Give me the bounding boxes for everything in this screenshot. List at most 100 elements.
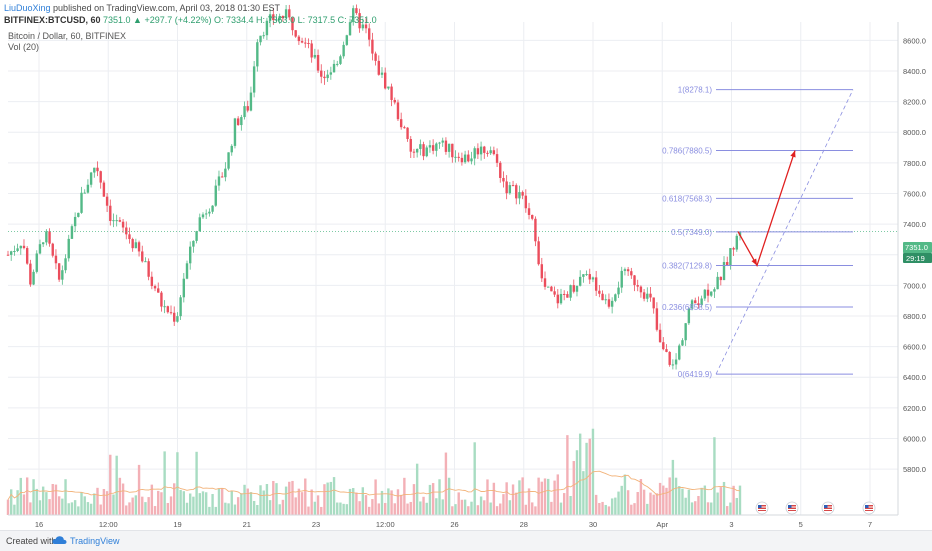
y-tick-label: 7600.0 (903, 189, 926, 198)
volume-bar (128, 502, 131, 515)
volume-bar (569, 496, 572, 515)
volume-bar (390, 490, 393, 515)
us-flag-event-icon[interactable] (862, 501, 876, 515)
last-price-marker: 7351.0 29:19 (903, 242, 932, 263)
volume-bar (614, 497, 617, 515)
volume-bar (623, 474, 627, 515)
candle-body (550, 286, 553, 292)
tradingview-link[interactable]: TradingView (70, 536, 120, 546)
volume-bar (735, 497, 739, 515)
candle-body (431, 145, 435, 151)
volume-bar (307, 506, 310, 515)
volume-bar (399, 494, 403, 515)
volume-bar (320, 506, 323, 515)
y-tick-label: 8400.0 (903, 67, 926, 76)
volume-bar (73, 500, 77, 515)
volume-bar (220, 488, 224, 515)
volume-bar (467, 506, 470, 515)
author-link[interactable]: LiuDuoXing (4, 3, 51, 13)
volume-bar (483, 500, 486, 515)
candle-body (182, 278, 186, 298)
volume-bar (438, 479, 441, 515)
candle-body (499, 162, 502, 178)
candle-body (521, 192, 524, 196)
us-flag-event-icon[interactable] (755, 501, 769, 515)
volume-bar (278, 504, 281, 515)
candle-body (374, 53, 377, 61)
candle-body (329, 72, 333, 75)
candle-body (316, 54, 320, 71)
volume-bar (403, 477, 406, 515)
candle-body (713, 289, 716, 292)
candle-body (288, 9, 291, 18)
volume-bar (393, 503, 396, 515)
candle-body (77, 212, 80, 217)
volume-bar (38, 500, 42, 515)
volume-bar (633, 503, 636, 515)
candle-body (169, 312, 173, 314)
volume-bar (125, 505, 128, 515)
candle-body (73, 216, 77, 227)
candle-body (495, 154, 499, 163)
volume-bar (703, 485, 707, 515)
candle-body (415, 148, 419, 153)
fib-level-label: 0.786(7880.5) (662, 147, 712, 156)
volume-bar (422, 496, 425, 515)
candle-body (342, 44, 345, 57)
volume-bar (377, 503, 380, 515)
us-flag-event-icon[interactable] (785, 501, 799, 515)
candle-body (332, 63, 336, 73)
volume-bar (419, 501, 422, 515)
candle-body (294, 30, 297, 37)
us-flag-event-icon[interactable] (821, 501, 835, 515)
candle-body (29, 263, 32, 285)
candle-body (368, 28, 371, 40)
candle-body (623, 269, 627, 271)
x-tick-label: 16 (35, 520, 43, 529)
candle-body (588, 274, 591, 280)
candle-body (508, 185, 512, 194)
candle-body (371, 39, 374, 54)
candle-body (272, 14, 275, 21)
volume-bar (67, 503, 70, 515)
publish-info: published on TradingView.com, April 03, … (50, 3, 281, 13)
volume-bar (671, 459, 675, 515)
volume-bar (617, 491, 620, 515)
volume-bar (646, 503, 649, 515)
candle-body (246, 106, 249, 111)
volume-bar (444, 452, 448, 515)
candle-body (425, 147, 428, 157)
volume-bar (601, 501, 604, 515)
price-chart[interactable]: 1(8278.1) 0.786(7880.5) 0.618(7568.3) 0.5(7… (0, 0, 932, 530)
x-tick-label: Apr (656, 520, 668, 529)
volume-bar (179, 489, 182, 515)
chart-title: Bitcoin / Dollar, 60, BITFINEX (8, 31, 127, 41)
volume-bar (441, 499, 444, 515)
candle-body (738, 231, 742, 236)
volume-bar (54, 484, 58, 515)
event-flags[interactable] (755, 501, 876, 515)
candle-body (262, 35, 265, 37)
candle-body (537, 241, 540, 265)
candle-body (626, 269, 630, 272)
volume-bar (518, 480, 521, 515)
x-tick-label: 21 (243, 520, 251, 529)
volume-bar (492, 482, 496, 515)
candle-body (281, 15, 285, 19)
candle-body (102, 182, 106, 197)
y-tick-label: 6400.0 (903, 373, 926, 382)
candle-body (54, 255, 58, 264)
y-tick-label: 8000.0 (903, 128, 926, 137)
volume-bar (451, 506, 454, 515)
candle-body (463, 154, 467, 163)
volume-bar (463, 499, 467, 515)
volume-bar (352, 488, 355, 515)
volume-bar (431, 483, 435, 515)
volume-bar (201, 491, 205, 515)
volume-bar (323, 484, 326, 515)
fib-level-label: 0(6419.9) (678, 370, 713, 379)
candle-body (697, 303, 700, 306)
fib-level-label: 0.618(7568.3) (662, 194, 712, 203)
candle-body (86, 184, 90, 193)
candle-body (240, 117, 243, 126)
